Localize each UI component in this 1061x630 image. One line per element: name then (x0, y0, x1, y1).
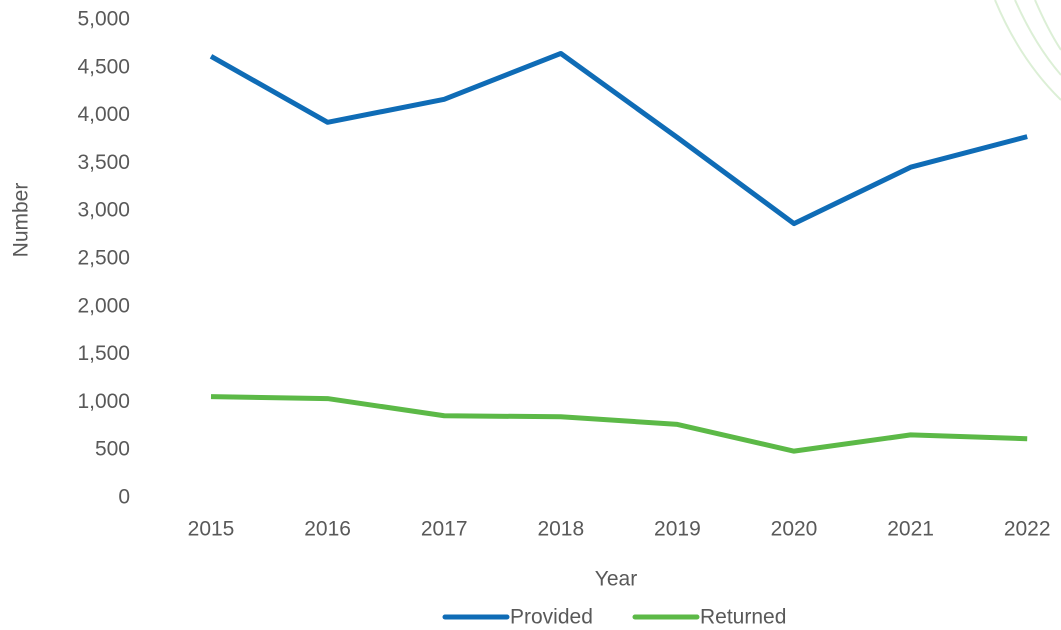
decor-arc (994, 0, 1061, 101)
x-tick-label: 2019 (654, 518, 701, 541)
y-tick-label: 0 (118, 486, 130, 509)
y-tick-label: 3,500 (77, 151, 130, 174)
decor-arc (1014, 0, 1061, 76)
y-tick-label: 3,000 (77, 199, 130, 222)
y-tick-label: 1,500 (77, 342, 130, 365)
y-tick-label: 1,000 (77, 390, 130, 413)
decoration (994, 0, 1061, 101)
x-tick-label: 2017 (421, 518, 468, 541)
legend-label: Returned (700, 606, 786, 629)
y-tick-label: 4,000 (77, 103, 130, 126)
series-line (210, 394, 1028, 454)
y-tick-label: 2,000 (77, 294, 130, 317)
x-tick-label: 2018 (537, 518, 584, 541)
y-tick-label: 500 (95, 438, 130, 461)
y-tick-label: 5,000 (77, 8, 130, 31)
y-tick-label: 4,500 (77, 55, 130, 78)
x-tick-label: 2016 (304, 518, 351, 541)
x-tick-label: 2020 (771, 518, 818, 541)
x-axis-label: Year (595, 568, 637, 591)
legend-label: Provided (510, 606, 593, 629)
x-tick-label: 2021 (887, 518, 934, 541)
x-tick-label: 2015 (188, 518, 235, 541)
decor-arc (1034, 0, 1061, 51)
y-tick-label: 2,500 (77, 247, 130, 270)
series-line (209, 50, 1028, 227)
y-axis-label: Number (10, 183, 33, 258)
x-tick-label: 2022 (1004, 518, 1051, 541)
